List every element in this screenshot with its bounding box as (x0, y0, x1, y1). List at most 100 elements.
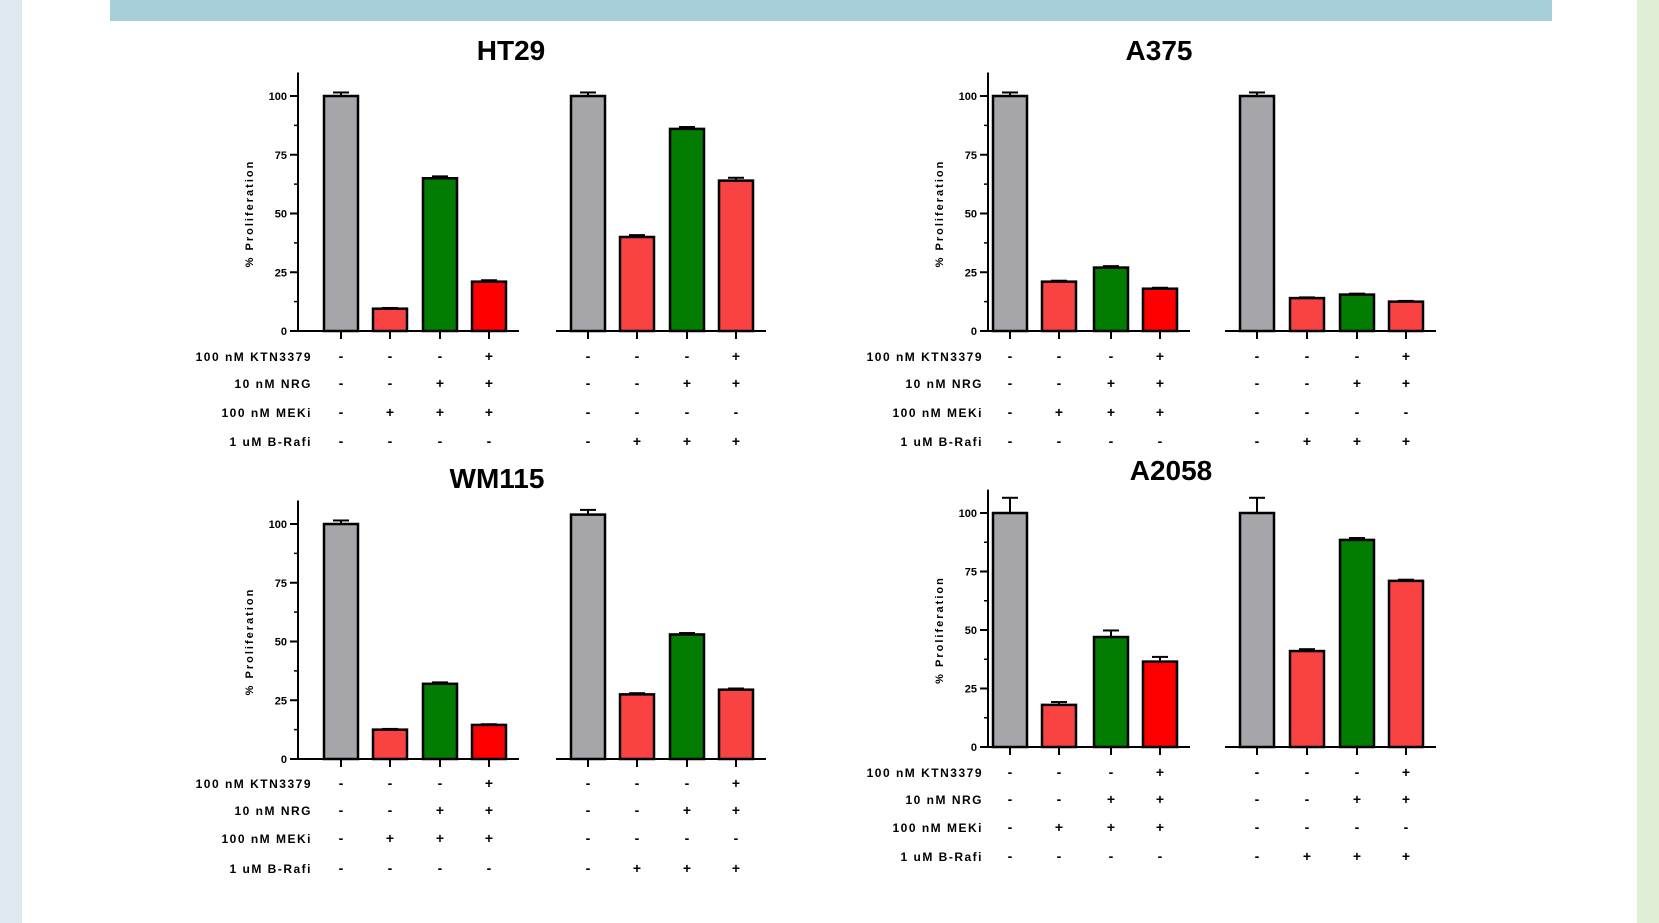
bar (1387, 300, 1425, 333)
y-tick-label: 75 (275, 150, 287, 162)
treatment-sign: + (1303, 848, 1311, 864)
treatment-sign: + (485, 348, 493, 364)
treatment-sign: - (388, 375, 393, 391)
treatment-sign: - (1355, 404, 1360, 420)
treatment-row-label: 1 uM B-Rafi (901, 435, 984, 449)
bar (1092, 635, 1130, 749)
treatment-sign: - (1008, 433, 1013, 449)
y-tick-label: 25 (965, 267, 977, 279)
treatment-sign: - (635, 348, 640, 364)
treatment-row-label: 10 nM NRG (234, 377, 312, 391)
treatment-sign: - (1008, 764, 1013, 780)
treatment-sign: - (487, 860, 492, 876)
treatment-sign: - (586, 802, 591, 818)
treatment-sign: + (1055, 404, 1063, 420)
treatment-sign: + (436, 404, 444, 420)
y-axis-label: % Proliferation (934, 576, 946, 684)
treatment-sign: + (485, 404, 493, 420)
treatment-sign: - (685, 830, 690, 846)
bar (371, 307, 409, 333)
bar (1288, 649, 1326, 749)
bar (421, 177, 459, 333)
treatment-sign: + (436, 830, 444, 846)
treatment-sign: + (732, 775, 740, 791)
treatment-sign: - (1305, 348, 1310, 364)
chart-panel: A375 0 25 50 75 100 % Proliferation 100 nM KTN3… (867, 35, 1436, 449)
treatment-sign: + (386, 830, 394, 846)
treatment-sign: - (1355, 819, 1360, 835)
treatment-sign: + (1156, 348, 1164, 364)
treatment-sign: - (1008, 791, 1013, 807)
bar (618, 235, 656, 333)
treatment-sign: + (1156, 819, 1164, 835)
treatment-sign: - (1057, 348, 1062, 364)
y-tick-label: 100 (269, 91, 287, 103)
bar (470, 280, 508, 333)
treatment-row-label: 10 nM NRG (234, 804, 312, 818)
treatment-sign: + (633, 860, 641, 876)
treatment-sign: + (485, 802, 493, 818)
treatment-sign: + (1353, 848, 1361, 864)
treatment-sign: + (1402, 375, 1410, 391)
y-tick-label: 25 (275, 695, 287, 707)
treatment-sign: - (1305, 375, 1310, 391)
y-tick-label: 100 (959, 508, 977, 520)
bar (1141, 660, 1179, 749)
treatment-sign: - (1109, 848, 1114, 864)
treatment-row-label: 100 nM KTN3379 (867, 766, 983, 780)
treatment-sign: + (1353, 433, 1361, 449)
treatment-sign: + (1353, 791, 1361, 807)
treatment-sign: - (339, 775, 344, 791)
treatment-sign: - (438, 775, 443, 791)
bar (1141, 287, 1179, 333)
treatment-sign: - (339, 802, 344, 818)
bar (1092, 266, 1130, 333)
bar (322, 522, 360, 761)
treatment-sign: - (685, 775, 690, 791)
treatment-sign: + (633, 433, 641, 449)
top-banner-bar (110, 0, 1552, 21)
treatment-sign: + (732, 433, 740, 449)
treatment-sign: + (1156, 375, 1164, 391)
treatment-sign: - (1158, 848, 1163, 864)
treatment-sign: - (1355, 764, 1360, 780)
treatment-sign: - (734, 830, 739, 846)
treatment-sign: - (1255, 404, 1260, 420)
treatment-sign: + (1402, 764, 1410, 780)
y-tick-label: 75 (965, 567, 977, 579)
right-side-strip (1637, 0, 1659, 923)
treatment-sign: - (388, 348, 393, 364)
bar (717, 688, 755, 761)
treatment-sign: - (388, 775, 393, 791)
treatment-sign: - (388, 860, 393, 876)
y-tick-label: 50 (275, 637, 287, 649)
treatment-row-label: 100 nM KTN3379 (196, 777, 312, 791)
treatment-sign: + (683, 433, 691, 449)
treatment-sign: + (1107, 819, 1115, 835)
treatment-sign: - (1305, 791, 1310, 807)
y-tick-label: 50 (275, 209, 287, 221)
treatment-row-label: 100 nM MEKi (221, 832, 312, 846)
treatment-sign: - (1109, 433, 1114, 449)
treatment-sign: - (1057, 764, 1062, 780)
treatment-sign: - (1008, 404, 1013, 420)
treatment-sign: - (1355, 348, 1360, 364)
treatment-sign: - (1008, 375, 1013, 391)
y-tick-label: 50 (965, 209, 977, 221)
treatment-sign: + (436, 802, 444, 818)
treatment-sign: - (438, 348, 443, 364)
treatment-sign: - (1109, 348, 1114, 364)
treatment-sign: + (436, 375, 444, 391)
treatment-sign: - (1255, 433, 1260, 449)
treatment-sign: + (1402, 348, 1410, 364)
treatment-sign: - (1255, 348, 1260, 364)
bar (322, 94, 360, 333)
treatment-sign: - (1404, 404, 1409, 420)
treatment-sign: - (339, 348, 344, 364)
treatment-sign: - (339, 375, 344, 391)
y-tick-label: 50 (965, 625, 977, 637)
treatment-sign: - (388, 433, 393, 449)
y-tick-label: 0 (971, 326, 977, 338)
treatment-sign: + (732, 375, 740, 391)
